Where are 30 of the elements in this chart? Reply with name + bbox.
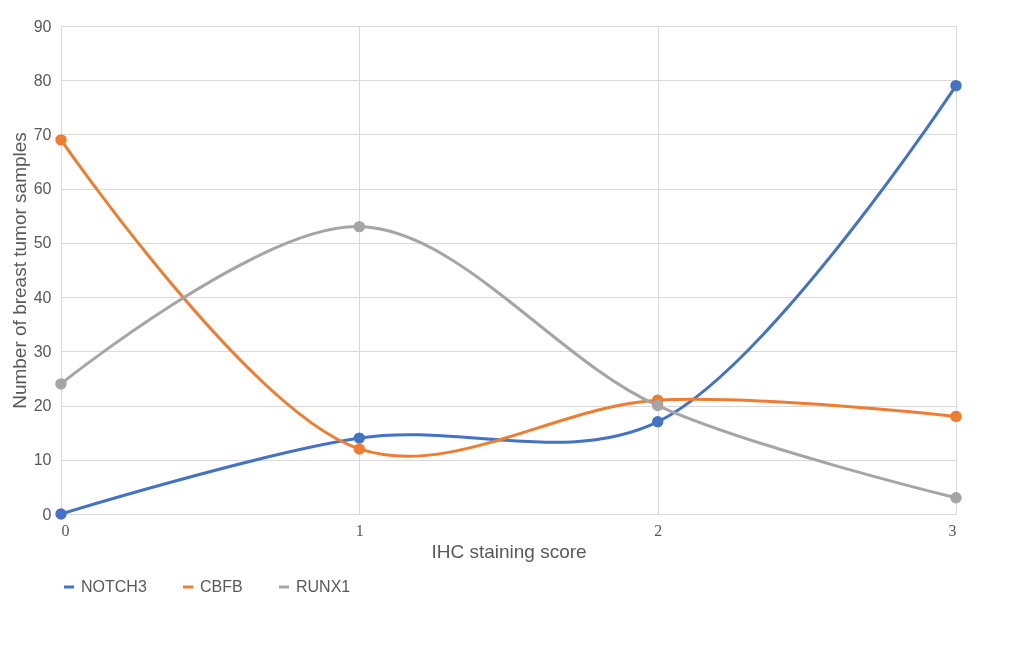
x-tick-label: 2 — [654, 521, 663, 539]
point — [651, 416, 664, 428]
point — [55, 134, 67, 146]
point — [353, 432, 366, 444]
y-axis-title: Number of breast tumor samples — [8, 132, 30, 409]
legend-label: CBFB — [200, 578, 243, 595]
point — [353, 443, 366, 455]
x-tick-label: 1 — [355, 521, 364, 539]
point — [353, 220, 366, 233]
point — [950, 410, 962, 423]
y-tick-label: 10 — [33, 451, 52, 469]
x-axis-title: IHC staining score — [431, 540, 587, 562]
y-tick-label: 30 — [33, 342, 52, 360]
y-tick-label: 0 — [42, 505, 52, 523]
point — [950, 492, 962, 504]
y-tick-label: 80 — [33, 71, 52, 89]
x-tick-label: 0 — [61, 521, 70, 539]
point — [950, 79, 962, 92]
legend-label: RUNX1 — [296, 578, 351, 595]
point — [55, 508, 67, 520]
y-tick-label: 20 — [33, 397, 52, 415]
y-tick-label: 50 — [33, 234, 52, 252]
x-tick-label: 3 — [948, 521, 957, 539]
y-tick-label: 90 — [33, 17, 52, 35]
point — [651, 399, 664, 412]
y-tick-label: 40 — [33, 288, 52, 306]
legend-label: NOTCH3 — [81, 578, 147, 595]
y-tick-label: 70 — [33, 125, 52, 143]
point — [55, 378, 67, 390]
y-tick-label: 60 — [33, 180, 52, 198]
